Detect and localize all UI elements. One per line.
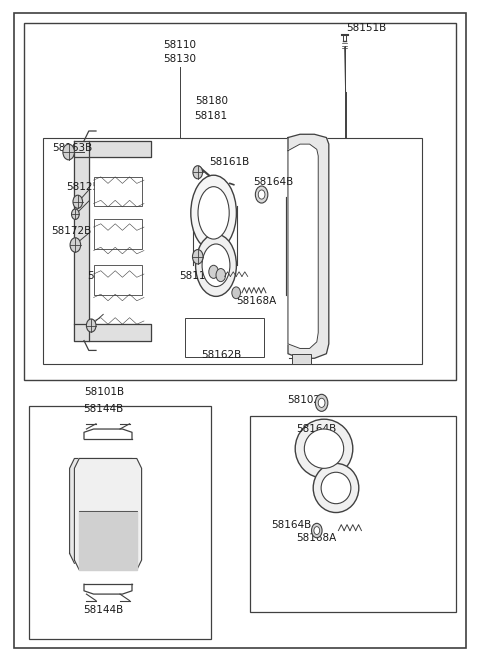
Circle shape: [258, 190, 265, 199]
Ellipse shape: [202, 244, 230, 287]
Text: 58164B: 58164B: [296, 424, 336, 434]
Polygon shape: [70, 458, 137, 563]
Ellipse shape: [198, 187, 229, 239]
Polygon shape: [74, 141, 89, 341]
Text: 58101B: 58101B: [84, 386, 124, 397]
Bar: [24, 23, 456, 380]
Bar: [43, 138, 422, 364]
Text: 58144B: 58144B: [83, 404, 123, 415]
Ellipse shape: [304, 429, 344, 468]
Text: 58163B: 58163B: [87, 271, 128, 281]
Bar: [29, 406, 211, 639]
Polygon shape: [74, 324, 151, 341]
Text: 58168A: 58168A: [296, 533, 336, 544]
Text: 58112: 58112: [179, 271, 212, 281]
Circle shape: [315, 394, 328, 411]
Ellipse shape: [321, 472, 351, 504]
Circle shape: [63, 144, 74, 160]
Text: 58172B: 58172B: [51, 225, 91, 236]
Circle shape: [192, 250, 203, 264]
Polygon shape: [288, 144, 318, 348]
Bar: [94, 265, 142, 295]
Bar: [250, 416, 456, 612]
Text: 58151B: 58151B: [347, 22, 387, 33]
Circle shape: [72, 209, 79, 219]
Text: 58163B: 58163B: [52, 143, 92, 153]
Text: 58161B: 58161B: [209, 157, 249, 168]
Ellipse shape: [313, 464, 359, 512]
Text: 58144B: 58144B: [83, 605, 123, 616]
Text: 58102A: 58102A: [287, 394, 327, 405]
Circle shape: [193, 166, 203, 179]
Circle shape: [73, 195, 83, 208]
Text: 58164B: 58164B: [253, 177, 293, 187]
Circle shape: [216, 269, 226, 282]
Circle shape: [255, 186, 268, 203]
Text: 58180: 58180: [195, 96, 228, 106]
Text: 58181: 58181: [194, 111, 228, 121]
Circle shape: [86, 319, 96, 332]
Circle shape: [318, 398, 325, 407]
Bar: [185, 318, 264, 357]
Text: 58130: 58130: [164, 54, 196, 64]
Text: 58110: 58110: [164, 39, 196, 50]
Ellipse shape: [191, 175, 236, 250]
Circle shape: [312, 523, 322, 538]
Bar: [94, 177, 142, 206]
Polygon shape: [79, 511, 137, 570]
Ellipse shape: [295, 419, 353, 478]
Polygon shape: [286, 196, 295, 295]
Ellipse shape: [196, 234, 236, 297]
Text: 58164B: 58164B: [272, 520, 312, 531]
Polygon shape: [74, 141, 151, 157]
Circle shape: [70, 238, 81, 252]
Circle shape: [314, 527, 320, 534]
Circle shape: [209, 265, 218, 278]
Text: 58125F: 58125F: [66, 182, 105, 193]
Bar: [94, 219, 142, 249]
Polygon shape: [288, 134, 329, 358]
Text: 58162B: 58162B: [202, 350, 242, 360]
Bar: [292, 354, 311, 364]
Polygon shape: [74, 458, 142, 570]
Text: 58168A: 58168A: [237, 296, 277, 307]
Circle shape: [232, 287, 240, 299]
